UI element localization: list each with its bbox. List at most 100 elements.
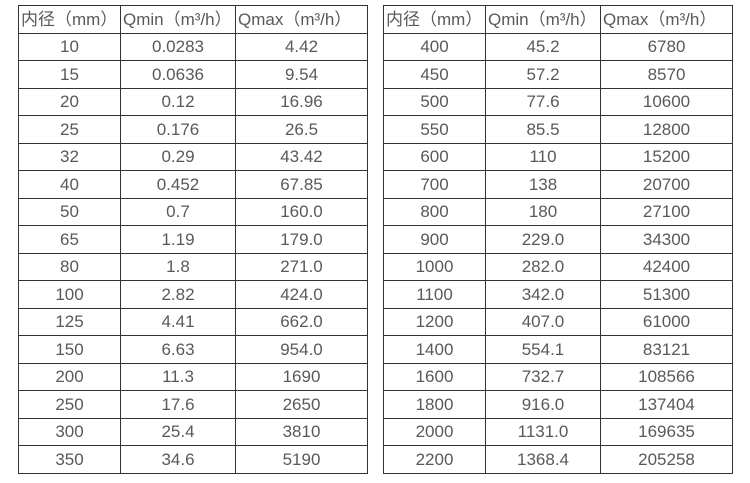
table-cell: 10600	[600, 87, 733, 116]
table-cell: 0.12	[120, 87, 236, 116]
table-cell: 34.6	[120, 445, 236, 474]
table-cell: 16.96	[235, 87, 368, 116]
table-cell: 550	[383, 115, 486, 144]
table-cell: 3810	[235, 417, 368, 446]
table-row: 350 34.6 5190	[18, 445, 368, 474]
table-cell: 45.2	[485, 32, 601, 61]
table-row: 1200 407.0 61000	[383, 307, 733, 336]
table-cell: 25.4	[120, 417, 236, 446]
table-cell: 11.3	[120, 362, 236, 391]
table-row: 400 45.2 6780	[383, 32, 733, 61]
table-cell: 65	[18, 225, 121, 254]
table-row: 1100 342.0 51300	[383, 280, 733, 309]
table-cell: 20	[18, 87, 121, 116]
table-cell: 1200	[383, 307, 486, 336]
table-cell: 77.6	[485, 87, 601, 116]
table-cell: 43.42	[235, 142, 368, 171]
table-row: 800 180 27100	[383, 197, 733, 226]
table-cell: 34300	[600, 225, 733, 254]
table-cell: 61000	[600, 307, 733, 336]
table-cell: 0.29	[120, 142, 236, 171]
table-cell: 125	[18, 307, 121, 336]
table-cell: 2.82	[120, 280, 236, 309]
table-cell: 9.54	[235, 60, 368, 89]
table-cell: 100	[18, 280, 121, 309]
table-row: 2200 1368.4 205258	[383, 445, 733, 474]
table-cell: 180	[485, 197, 601, 226]
table-cell: 5190	[235, 445, 368, 474]
table-cell: 554.1	[485, 335, 601, 364]
table-row: 550 85.5 12800	[383, 115, 733, 144]
table-cell: 1800	[383, 390, 486, 419]
table-cell: 500	[383, 87, 486, 116]
table-cell: 1690	[235, 362, 368, 391]
column-header: 内径（mm）	[18, 5, 121, 34]
table-row: 1000 282.0 42400	[383, 252, 733, 281]
table-cell: 0.452	[120, 170, 236, 199]
table-cell: 67.85	[235, 170, 368, 199]
table-row: 100 2.82 424.0	[18, 280, 368, 309]
table-cell: 282.0	[485, 252, 601, 281]
table-row: 125 4.41 662.0	[18, 307, 368, 336]
table-row: 900 229.0 34300	[383, 225, 733, 254]
table-row: 300 25.4 3810	[18, 417, 368, 446]
table-cell: 110	[485, 142, 601, 171]
table-cell: 32	[18, 142, 121, 171]
table-row: 450 57.2 8570	[383, 60, 733, 89]
table-cell: 1400	[383, 335, 486, 364]
table-cell: 271.0	[235, 252, 368, 281]
table-cell: 200	[18, 362, 121, 391]
table-cell: 138	[485, 170, 601, 199]
table-cell: 250	[18, 390, 121, 419]
table-cell: 1.19	[120, 225, 236, 254]
table-cell: 137404	[600, 390, 733, 419]
table-cell: 150	[18, 335, 121, 364]
table-cell: 0.0636	[120, 60, 236, 89]
table-cell: 0.0283	[120, 32, 236, 61]
table-row: 1400 554.1 83121	[383, 335, 733, 364]
table-row: 200 11.3 1690	[18, 362, 368, 391]
table-row: 600 110 15200	[383, 142, 733, 171]
table-cell: 0.176	[120, 115, 236, 144]
table-row: 32 0.29 43.42	[18, 142, 368, 171]
flow-spec-table-small-diameters: 内径（mm） Qmin（m³/h） Qmax（m³/h） 10 0.0283 4.42 15…	[18, 5, 368, 474]
column-header: Qmin（m³/h）	[485, 5, 601, 34]
table-cell: 662.0	[235, 307, 368, 336]
table-cell: 10	[18, 32, 121, 61]
table-cell: 4.42	[235, 32, 368, 61]
column-header: Qmax（m³/h）	[600, 5, 733, 34]
table-cell: 4.41	[120, 307, 236, 336]
table-cell: 12800	[600, 115, 733, 144]
table-cell: 1100	[383, 280, 486, 309]
table-cell: 27100	[600, 197, 733, 226]
table-cell: 6.63	[120, 335, 236, 364]
table-row: 25 0.176 26.5	[18, 115, 368, 144]
table-cell: 50	[18, 197, 121, 226]
table-cell: 1368.4	[485, 445, 601, 474]
table-row: 20 0.12 16.96	[18, 87, 368, 116]
table-row: 150 6.63 954.0	[18, 335, 368, 364]
table-row: 2000 1131.0 169635	[383, 417, 733, 446]
table-cell: 6780	[600, 32, 733, 61]
table-cell: 450	[383, 60, 486, 89]
table-cell: 15200	[600, 142, 733, 171]
table-cell: 916.0	[485, 390, 601, 419]
table-row: 40 0.452 67.85	[18, 170, 368, 199]
table-row: 1800 916.0 137404	[383, 390, 733, 419]
table-cell: 1131.0	[485, 417, 601, 446]
column-header: Qmax（m³/h）	[235, 5, 368, 34]
table-cell: 8570	[600, 60, 733, 89]
table-cell: 80	[18, 252, 121, 281]
table-row: 65 1.19 179.0	[18, 225, 368, 254]
table-row: 10 0.0283 4.42	[18, 32, 368, 61]
table-cell: 205258	[600, 445, 733, 474]
table-cell: 229.0	[485, 225, 601, 254]
table-cell: 1000	[383, 252, 486, 281]
table-cell: 1.8	[120, 252, 236, 281]
table-cell: 2000	[383, 417, 486, 446]
table-cell: 600	[383, 142, 486, 171]
table-cell: 2650	[235, 390, 368, 419]
table-cell: 42400	[600, 252, 733, 281]
table-cell: 732.7	[485, 362, 601, 391]
